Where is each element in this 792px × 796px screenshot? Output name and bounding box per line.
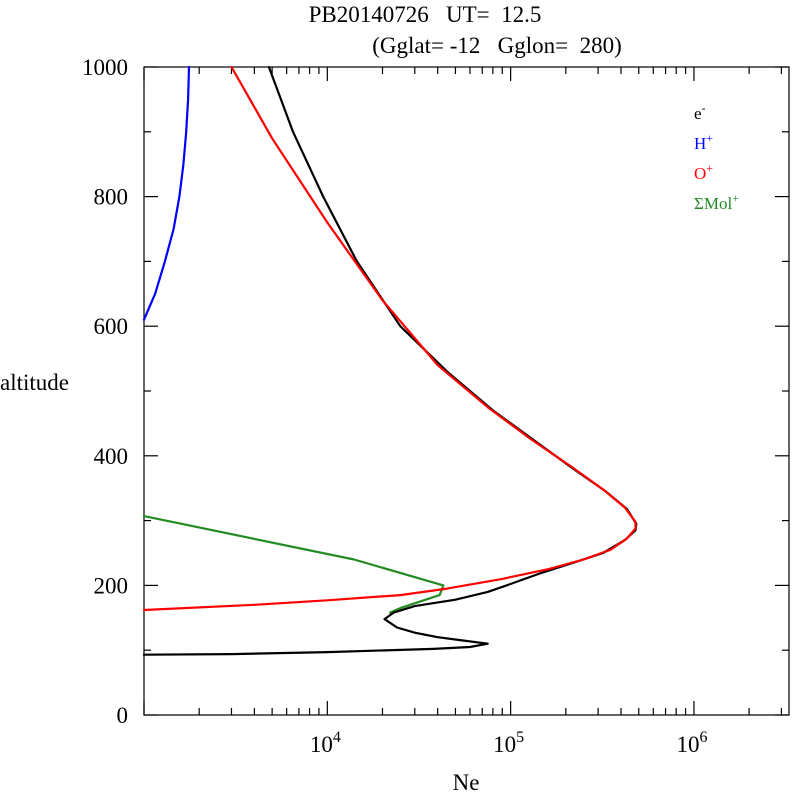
series-line-h-plus: [142, 65, 191, 321]
series-line-electron: [142, 65, 638, 656]
y-tick-label: 200: [94, 573, 129, 598]
series-line-mol-plus: [142, 514, 445, 614]
legend-entry: O+: [694, 161, 713, 183]
legend-entry: e-: [694, 101, 706, 123]
chart-title-line2: (Gglat= -12 Gglon= 280): [372, 33, 622, 58]
y-tick-label: 400: [94, 444, 129, 469]
x-tick-label: 105: [493, 729, 524, 757]
legend-entry: ΣMol+: [694, 191, 739, 213]
legend: e- H+ O+ ΣMol+: [694, 101, 739, 213]
axis-ticks: [143, 66, 789, 716]
y-axis-label: altitude: [0, 370, 69, 395]
x-tick-label: 104: [310, 729, 341, 757]
y-tick-label: 800: [94, 185, 129, 210]
series-layer: [142, 65, 638, 656]
y-tick-label: 600: [94, 314, 129, 339]
x-tick-label: 106: [676, 729, 707, 757]
plot-frame: [143, 66, 790, 716]
series-line-o-plus: [142, 65, 637, 612]
x-axis-label: Ne: [453, 770, 480, 795]
chart-title-line1: PB20140726 UT= 12.5: [309, 2, 542, 27]
y-tick-label: 0: [117, 703, 129, 728]
y-tick-label: 1000: [82, 55, 128, 80]
x-tick-labels: 104 105 106: [310, 729, 708, 757]
legend-entry: H+: [694, 131, 713, 153]
y-tick-labels: 0 200 400 600 800 1000: [82, 55, 128, 728]
